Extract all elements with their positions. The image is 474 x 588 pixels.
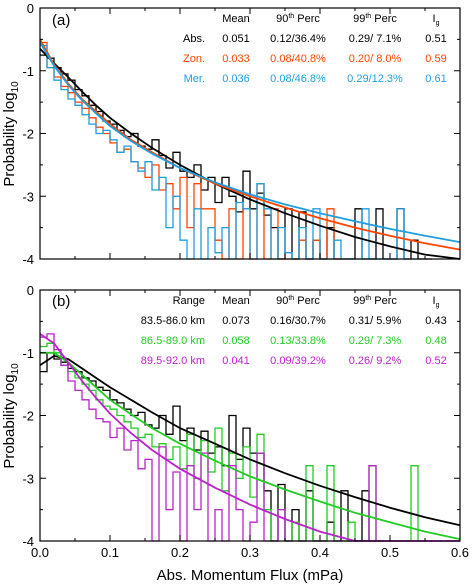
table-row-label: 86.5-89.0 km (141, 335, 205, 347)
table-header: Ig (433, 295, 440, 309)
panel-a-y-axis-title: Probability log10 (1, 81, 21, 187)
y-tick-label: -1 (22, 64, 34, 79)
table-row-label: Mer. (184, 73, 205, 85)
x-tick-label: 0.1 (101, 545, 119, 560)
x-tick-label: 0.3 (241, 545, 259, 560)
panel-a-fit-curve-3 (39, 42, 461, 243)
y-tick-label: -4 (22, 252, 34, 267)
table-p90: 0.13/33.8% (270, 335, 326, 347)
panel-a-fit-curve-1 (39, 48, 461, 260)
table-ig: 0.52 (425, 355, 446, 367)
y-tick-label: 0 (27, 1, 34, 16)
table-header: Range (173, 295, 205, 307)
table-header: 99th Perc (353, 295, 397, 307)
panel-a-label: (a) (52, 12, 70, 29)
table-mean: 0.036 (222, 73, 250, 85)
table-mean: 0.041 (222, 355, 250, 367)
x-tick-label: 0.0 (31, 545, 49, 560)
y-tick-label: -2 (22, 127, 34, 142)
table-ig: 0.51 (425, 33, 446, 45)
panel-a-stats-table: Mean 90th Perc 99th Perc Ig Abs. 0.051 0.12/36… (183, 13, 447, 85)
panel-b: 0.0 0.1 0.2 0.3 0.4 0.5 0.6 0 -1 -2 -3 -4 (b) Range… (22, 283, 469, 560)
y-tick-label: 0 (27, 283, 34, 298)
table-ig: 0.48 (425, 335, 446, 347)
y-tick-label: -1 (22, 346, 34, 361)
panel-a-series (39, 38, 461, 260)
panel-b-ticks: 0.0 0.1 0.2 0.3 0.4 0.5 0.6 0 -1 -2 -3 -4 (22, 283, 469, 560)
table-header: 90th Perc (276, 13, 320, 25)
table-p90: 0.16/30.7% (270, 315, 326, 327)
panel-a-histogram-3 (40, 44, 418, 260)
table-mean: 0.033 (222, 53, 250, 65)
table-mean: 0.058 (222, 335, 250, 347)
table-p90: 0.08/46.8% (270, 73, 326, 85)
x-tick-label: 0.5 (381, 545, 399, 560)
panel-b-y-axis-title: Probability log10 (1, 363, 21, 469)
y-tick-label: -3 (22, 471, 34, 486)
table-header: Mean (222, 295, 250, 307)
table-header: Ig (433, 13, 440, 27)
y-tick-label: -4 (22, 534, 34, 549)
table-p99: 0.20/ 8.0% (349, 53, 402, 65)
table-p90: 0.08/40.8% (270, 53, 326, 65)
table-header: 99th Perc (353, 13, 397, 25)
table-p90: 0.12/36.4% (270, 33, 326, 45)
table-p99: 0.29/ 7.1% (349, 33, 402, 45)
table-mean: 0.051 (222, 33, 250, 45)
x-tick-label: 0.2 (171, 545, 189, 560)
table-row-label: 83.5-86.0 km (141, 315, 205, 327)
x-axis-title: Abs. Momentum Flux (mPa) (157, 567, 344, 584)
x-tick-label: 0.4 (311, 545, 329, 560)
table-header: 90th Perc (276, 295, 320, 307)
panel-a-ticks: 0 -1 -2 -3 -4 (22, 1, 461, 267)
table-row-label: Zon. (183, 53, 205, 65)
panel-b-stats-table: Range Mean 90th Perc 99th Perc Ig 83.5-86.0 k… (141, 295, 447, 367)
table-mean: 0.073 (222, 315, 250, 327)
table-ig: 0.61 (425, 73, 446, 85)
panel-b-label: (b) (52, 293, 70, 310)
table-p99: 0.29/12.3% (347, 73, 403, 85)
y-tick-label: -3 (22, 189, 34, 204)
table-row-label: Abs. (183, 33, 205, 45)
y-tick-label: -2 (22, 409, 34, 424)
panel-b-fit-curve-1 (39, 354, 461, 527)
table-ig: 0.59 (425, 53, 446, 65)
table-p90: 0.09/39.2% (270, 355, 326, 367)
table-header: Mean (222, 13, 250, 25)
table-row-label: 89.5-92.0 km (141, 355, 205, 367)
table-ig: 0.43 (425, 315, 446, 327)
panel-a: 0 -1 -2 -3 -4 (a) Mean 90th Perc 99th Perc Ig Ab… (22, 1, 461, 267)
panel-b-fit-curve-2 (40, 351, 461, 540)
table-p99: 0.31/ 5.9% (349, 315, 402, 327)
table-p99: 0.26/ 9.2% (349, 355, 402, 367)
table-p99: 0.29/ 7.3% (349, 335, 402, 347)
x-tick-label: 0.6 (451, 545, 469, 560)
